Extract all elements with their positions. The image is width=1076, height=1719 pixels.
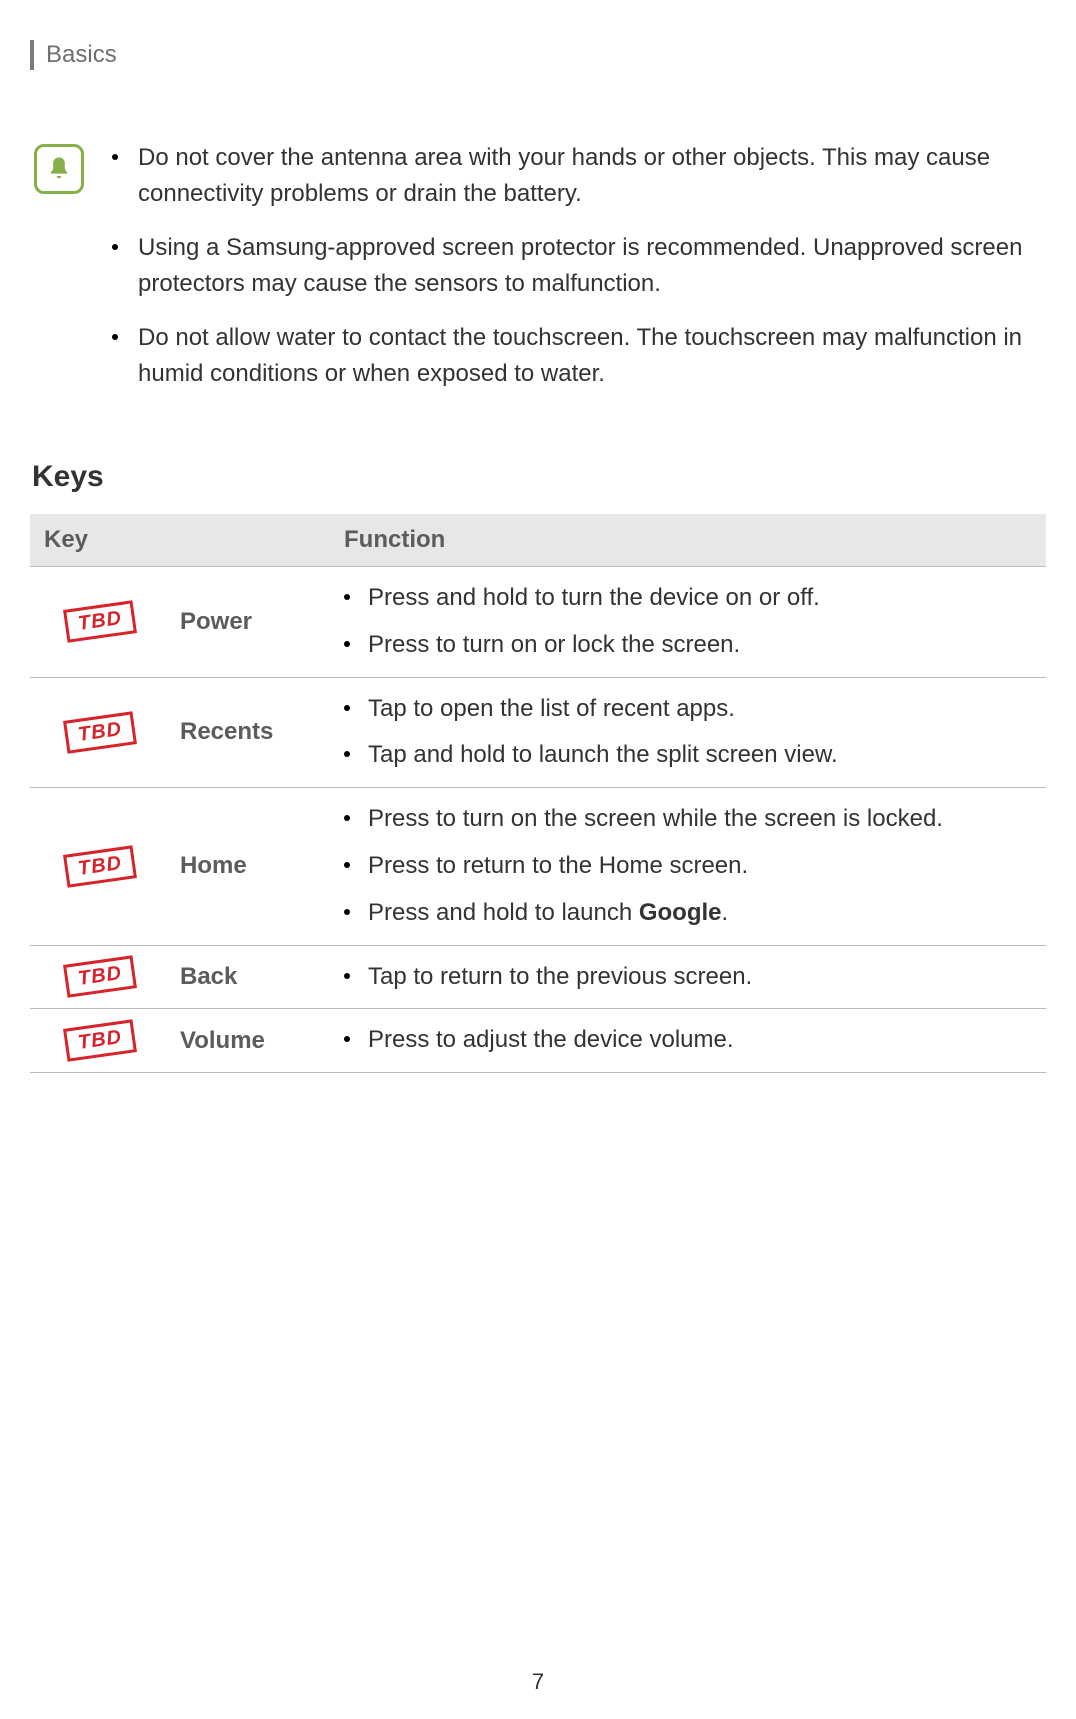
bullet-icon [344, 751, 350, 757]
key-icon-cell: TBD [30, 1009, 170, 1073]
note-item: Using a Samsung-approved screen protecto… [112, 230, 1046, 302]
column-header-function: Function [330, 514, 1046, 567]
keys-heading: Keys [30, 460, 1046, 494]
page-number: 7 [0, 1669, 1076, 1695]
note-text: Using a Samsung-approved screen protecto… [138, 230, 1046, 302]
column-header-key: Key [30, 514, 330, 567]
bullet-icon [344, 1036, 350, 1042]
key-icon-cell: TBD [30, 677, 170, 788]
bell-icon [34, 144, 84, 194]
function-text: Tap to open the list of recent apps. [368, 692, 1032, 727]
table-row: TBD Volume Press to adjust the device vo… [30, 1009, 1046, 1073]
function-item: Press and hold to launch Google. [344, 890, 1032, 937]
bullet-icon [344, 909, 350, 915]
bullet-icon [112, 244, 118, 250]
function-text: Press to turn on the screen while the sc… [368, 802, 1032, 837]
header-accent-bar [30, 40, 34, 70]
function-cell: Press and hold to turn the device on or … [330, 567, 1046, 678]
bullet-icon [344, 641, 350, 647]
function-text: Press to adjust the device volume. [368, 1023, 1032, 1058]
function-text: Tap to return to the previous screen. [368, 960, 1032, 995]
function-item: Press to turn on or lock the screen. [344, 622, 1032, 669]
function-cell: Press to turn on the screen while the sc… [330, 788, 1046, 945]
key-icon-cell: TBD [30, 945, 170, 1009]
function-list: Press and hold to turn the device on or … [344, 575, 1032, 669]
page-header: Basics [30, 40, 1046, 70]
tbd-stamp: TBD [63, 956, 137, 998]
table-header-row: Key Function [30, 514, 1046, 567]
function-text: Press to return to the Home screen. [368, 849, 1032, 884]
function-cell: Tap to return to the previous screen. [330, 945, 1046, 1009]
function-list: Tap to open the list of recent apps. Tap… [344, 686, 1032, 780]
key-name: Volume [170, 1009, 330, 1073]
tbd-stamp: TBD [63, 711, 137, 753]
function-item: Press to turn on the screen while the sc… [344, 796, 1032, 843]
function-item: Press and hold to turn the device on or … [344, 575, 1032, 622]
key-name: Recents [170, 677, 330, 788]
function-item: Press to adjust the device volume. [344, 1017, 1032, 1064]
function-text: Press and hold to turn the device on or … [368, 581, 1032, 616]
bullet-icon [344, 973, 350, 979]
tbd-stamp: TBD [63, 1020, 137, 1062]
function-text: Press to turn on or lock the screen. [368, 628, 1032, 663]
table-row: TBD Recents Tap to open the list of rece… [30, 677, 1046, 788]
note-block: Do not cover the antenna area with your … [30, 140, 1046, 410]
note-text: Do not cover the antenna area with your … [138, 140, 1046, 212]
key-name: Power [170, 567, 330, 678]
tbd-stamp: TBD [63, 601, 137, 643]
function-item: Press to return to the Home screen. [344, 843, 1032, 890]
note-text: Do not allow water to contact the touchs… [138, 320, 1046, 392]
table-row: TBD Power Press and hold to turn the dev… [30, 567, 1046, 678]
key-icon-cell: TBD [30, 567, 170, 678]
bullet-icon [344, 594, 350, 600]
function-item: Tap and hold to launch the split screen … [344, 732, 1032, 779]
notes-list: Do not cover the antenna area with your … [112, 140, 1046, 410]
function-text: Tap and hold to launch the split screen … [368, 738, 1032, 773]
function-list: Press to turn on the screen while the sc… [344, 796, 1032, 936]
bullet-icon [112, 334, 118, 340]
bullet-icon [344, 815, 350, 821]
table-row: TBD Home Press to turn on the screen whi… [30, 788, 1046, 945]
key-name: Home [170, 788, 330, 945]
key-name: Back [170, 945, 330, 1009]
function-list: Press to adjust the device volume. [344, 1017, 1032, 1064]
header-title: Basics [46, 41, 117, 69]
function-cell: Press to adjust the device volume. [330, 1009, 1046, 1073]
function-item: Tap to open the list of recent apps. [344, 686, 1032, 733]
note-item: Do not allow water to contact the touchs… [112, 320, 1046, 392]
note-item: Do not cover the antenna area with your … [112, 140, 1046, 212]
bullet-icon [112, 154, 118, 160]
function-item: Tap to return to the previous screen. [344, 954, 1032, 1001]
bullet-icon [344, 705, 350, 711]
function-text: Press and hold to launch Google. [368, 896, 1032, 931]
keys-table: Key Function TBD Power Press and hold to… [30, 514, 1046, 1073]
bullet-icon [344, 862, 350, 868]
function-cell: Tap to open the list of recent apps. Tap… [330, 677, 1046, 788]
table-row: TBD Back Tap to return to the previous s… [30, 945, 1046, 1009]
document-page: Basics Do not cover the antenna area wit… [0, 0, 1076, 1719]
function-list: Tap to return to the previous screen. [344, 954, 1032, 1001]
key-icon-cell: TBD [30, 788, 170, 945]
tbd-stamp: TBD [63, 845, 137, 887]
